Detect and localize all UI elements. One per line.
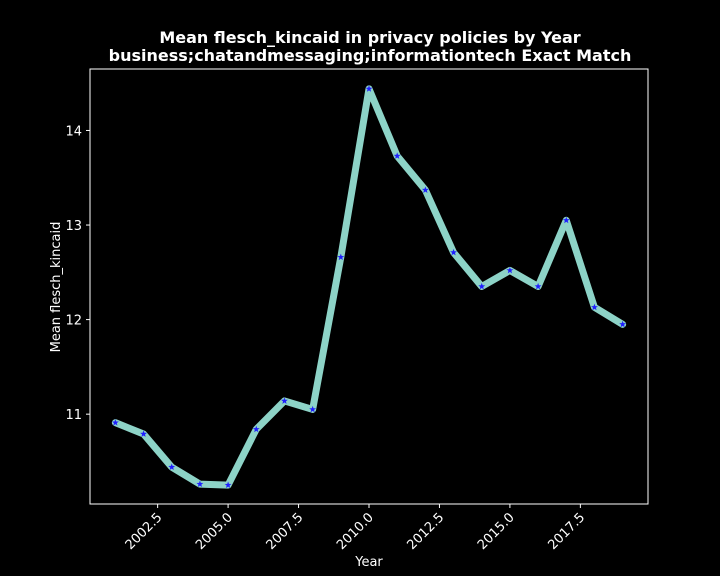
data-point-marker (619, 320, 627, 328)
y-tick-label: 13 (65, 219, 82, 234)
data-point-marker (534, 282, 542, 290)
chart-title-line-2: business;chatandmessaging;informationtec… (108, 46, 632, 65)
series-layer (111, 85, 627, 489)
x-tick-label: 2007.5 (264, 510, 307, 553)
x-tick-label: 2015.0 (475, 510, 518, 553)
plot-area-frame (89, 68, 649, 505)
chart-title-line-1: Mean flesch_kincaid in privacy policies … (159, 28, 581, 47)
data-point-marker (281, 397, 288, 404)
data-point-marker (421, 186, 429, 193)
data-point-marker (224, 481, 232, 488)
data-point-marker (337, 253, 345, 261)
y-tick-label: 12 (65, 314, 82, 329)
chart-title: Mean flesch_kincaid in privacy policies … (0, 29, 720, 65)
y-axis: 11 12 13 14 (65, 124, 90, 423)
data-point-marker (309, 405, 317, 413)
x-tick-label: 2012.5 (405, 510, 448, 553)
data-point-marker (365, 85, 373, 92)
data-point-marker (591, 303, 598, 311)
x-tick-label: 2010.0 (334, 510, 377, 553)
data-point-marker (393, 152, 401, 159)
data-point-marker (196, 480, 204, 488)
x-tick-label: 2017.5 (545, 510, 588, 553)
data-point-marker (450, 248, 457, 256)
x-tick-label: 2005.0 (193, 510, 236, 553)
data-point-marker (168, 463, 176, 471)
data-point-marker (111, 419, 119, 426)
x-tick-label: 2002.5 (123, 510, 166, 553)
x-axis-label: Year (354, 555, 383, 570)
y-tick-label: 14 (65, 124, 82, 139)
y-tick-label: 11 (65, 408, 82, 423)
data-point-marker (562, 216, 570, 224)
data-point-marker (506, 266, 514, 274)
y-axis-label: Mean flesch_kincaid (49, 222, 64, 353)
data-point-marker (478, 282, 486, 290)
data-point-marker (140, 430, 147, 437)
series-line (111, 85, 627, 489)
data-point-marker (252, 425, 260, 433)
x-axis: 2002.5 2005.0 2007.5 2010.0 2012.5 2015.0 2017… (123, 504, 588, 553)
